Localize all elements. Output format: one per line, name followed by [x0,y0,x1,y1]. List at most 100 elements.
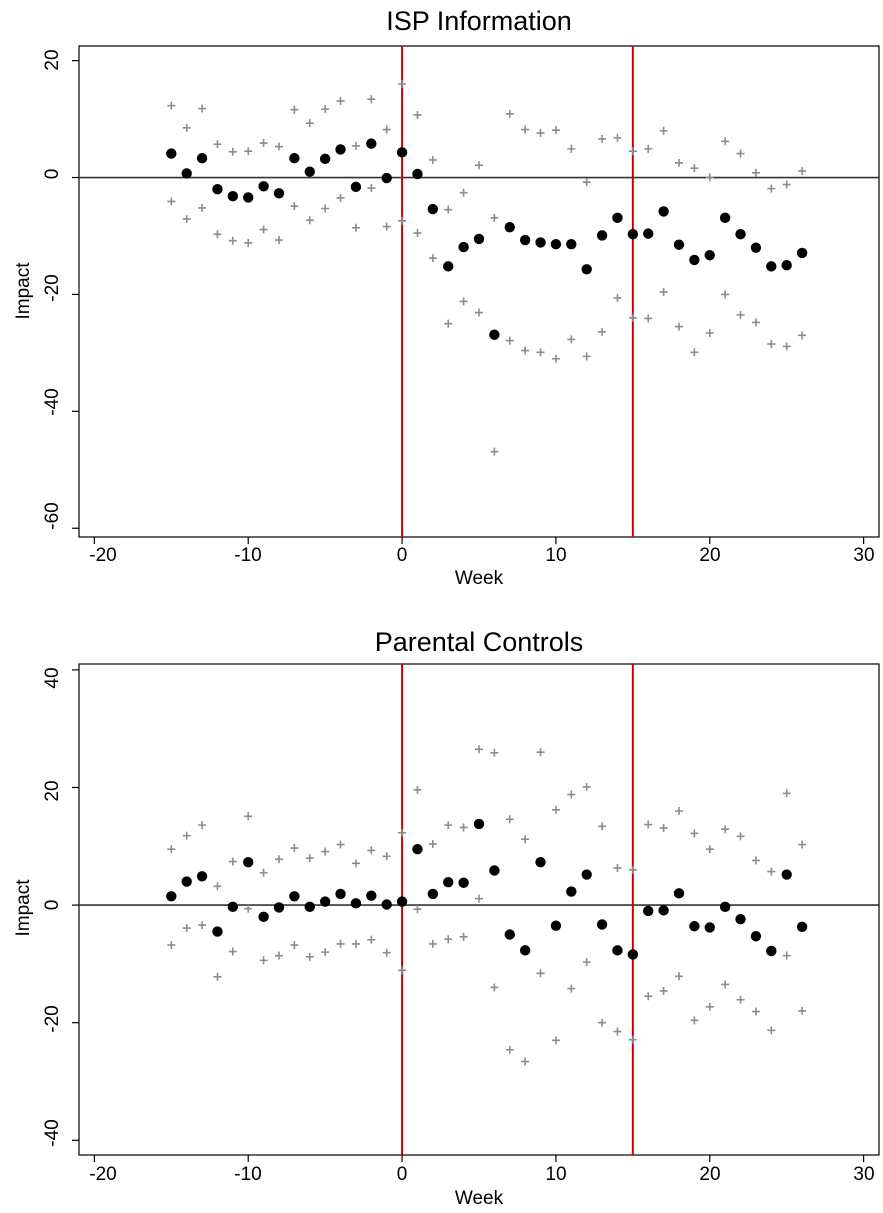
lower-bound-point [459,297,468,306]
lower-bound-point [567,335,576,344]
estimate-point [519,945,531,956]
lower-bound-point [182,924,191,933]
lower-bound-point [567,984,576,993]
estimate-point [289,891,300,902]
lower-bound-point [551,1036,560,1045]
y-tick-label: -20 [42,1005,63,1032]
upper-bound-point [551,805,560,814]
upper-bound-point [782,789,791,798]
estimate-point [504,929,515,940]
lower-bound-point [721,980,730,989]
estimate-point [166,891,177,902]
estimate-point [781,259,792,271]
lower-bound-point [551,354,560,363]
upper-bound-point [490,213,499,222]
lower-bound-point [782,951,791,960]
upper-bound-point [505,815,514,824]
estimate-point [796,921,808,933]
lower-bound-point [628,313,637,322]
upper-bound-point [767,184,776,193]
lower-bound-point [598,1018,607,1027]
estimate-point [596,230,608,241]
upper-bound-point [305,119,314,128]
estimate-point [427,203,439,215]
estimate-point [227,191,239,202]
upper-bound-point [275,855,283,864]
upper-bound-point [444,821,453,830]
estimate-point [304,166,315,177]
estimate-point [243,856,254,868]
estimate-point [335,144,346,155]
estimate-point [658,206,669,217]
estimate-point [258,911,269,923]
y-tick-label: -40 [42,1119,63,1146]
upper-bound-point [413,110,422,119]
upper-bound-point [413,785,422,794]
x-tick-label: 0 [397,1164,408,1185]
estimate-point [381,172,392,184]
lower-bound-point [367,184,376,193]
upper-bound-point [767,867,776,876]
estimate-point [566,238,577,250]
lower-bound-point [459,932,468,941]
chart-title: Parental Controls [375,627,584,657]
y-tick-label: -40 [42,388,63,415]
upper-bound-point [705,845,714,854]
estimate-point [504,222,515,233]
estimate-point [673,888,685,899]
x-axis-label: Week [455,568,504,589]
lower-bound-point [536,348,545,357]
y-tick-label: 0 [42,169,63,180]
lower-bound-point [767,1026,776,1035]
estimate-point [412,844,423,855]
lower-bound-point [428,939,437,948]
upper-bound-point [198,821,207,830]
estimate-point [366,138,377,149]
lower-bound-point [275,951,283,960]
upper-bound-point [736,832,745,841]
lower-bound-point [321,204,330,213]
estimate-point [412,168,423,180]
y-axis-label: Impact [13,262,34,320]
estimate-point [704,250,715,261]
lower-bound-point [259,225,268,234]
estimate-point [735,914,746,925]
chart-title: ISP Information [386,6,572,36]
x-tick-label: 30 [853,1164,874,1185]
plot-area [72,46,879,544]
estimate-point [489,865,500,876]
plot-frame [78,663,880,1156]
panel-isp-information: ISP Information -20 -10 0 10 20 30 20 0 … [13,6,880,589]
upper-bound-point [428,155,437,164]
estimate-point [519,234,531,246]
upper-bound-point [382,852,391,861]
lower-bound-point [798,331,807,340]
lower-bound-point [659,288,668,297]
estimate-point [566,886,577,897]
x-axis-label: Week [455,1188,504,1209]
estimate-point [596,919,608,930]
lower-bound-point [613,1027,622,1036]
upper-bound-point [551,126,560,135]
upper-bound-point [398,828,407,837]
lower-bound-point [444,935,453,944]
lower-bound-point [675,322,683,331]
upper-bound-point [521,125,530,134]
estimate-point [658,905,669,916]
x-tick-label: -10 [234,1164,261,1185]
upper-bound-point [782,180,791,189]
x-tick-label: 10 [545,545,566,566]
estimate-point [243,192,254,203]
upper-bound-point [244,147,253,156]
lower-bound-point [705,1002,714,1011]
estimate-point [196,871,208,882]
upper-bound-point [228,857,237,866]
upper-bound-point [351,141,360,150]
upper-bound-point [475,161,483,170]
estimate-point [427,888,439,900]
upper-bound-point [490,748,499,757]
lower-bound-point [198,203,207,212]
estimate-point [550,920,562,931]
y-tick-label: -60 [42,502,63,529]
